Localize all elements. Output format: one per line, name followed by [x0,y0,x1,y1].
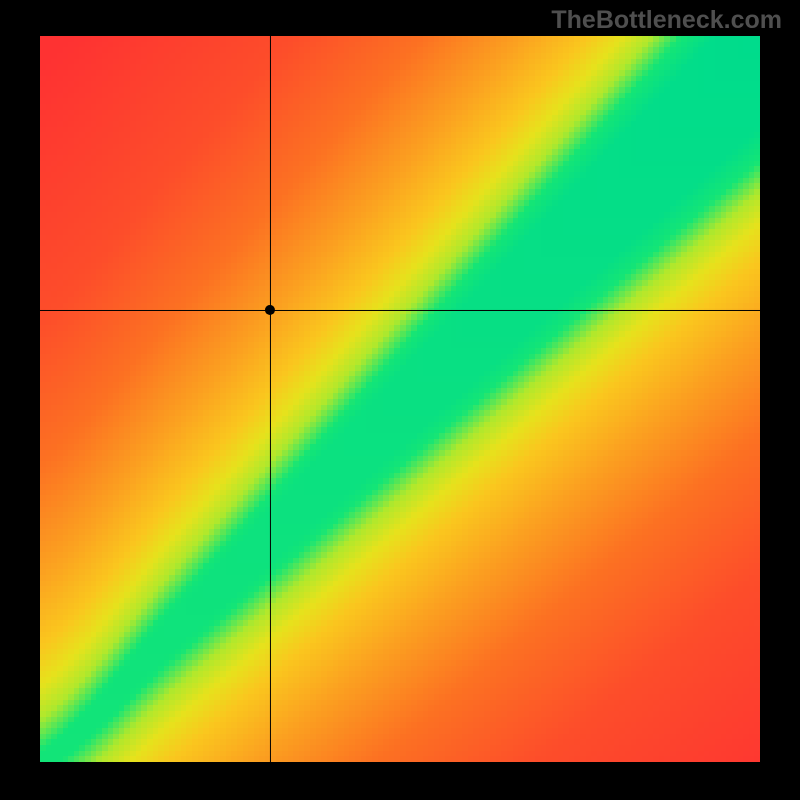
heatmap-canvas [40,36,760,762]
plot-area [40,36,760,762]
watermark-text: TheBottleneck.com [0,6,800,35]
chart-frame: TheBottleneck.com [0,0,800,800]
